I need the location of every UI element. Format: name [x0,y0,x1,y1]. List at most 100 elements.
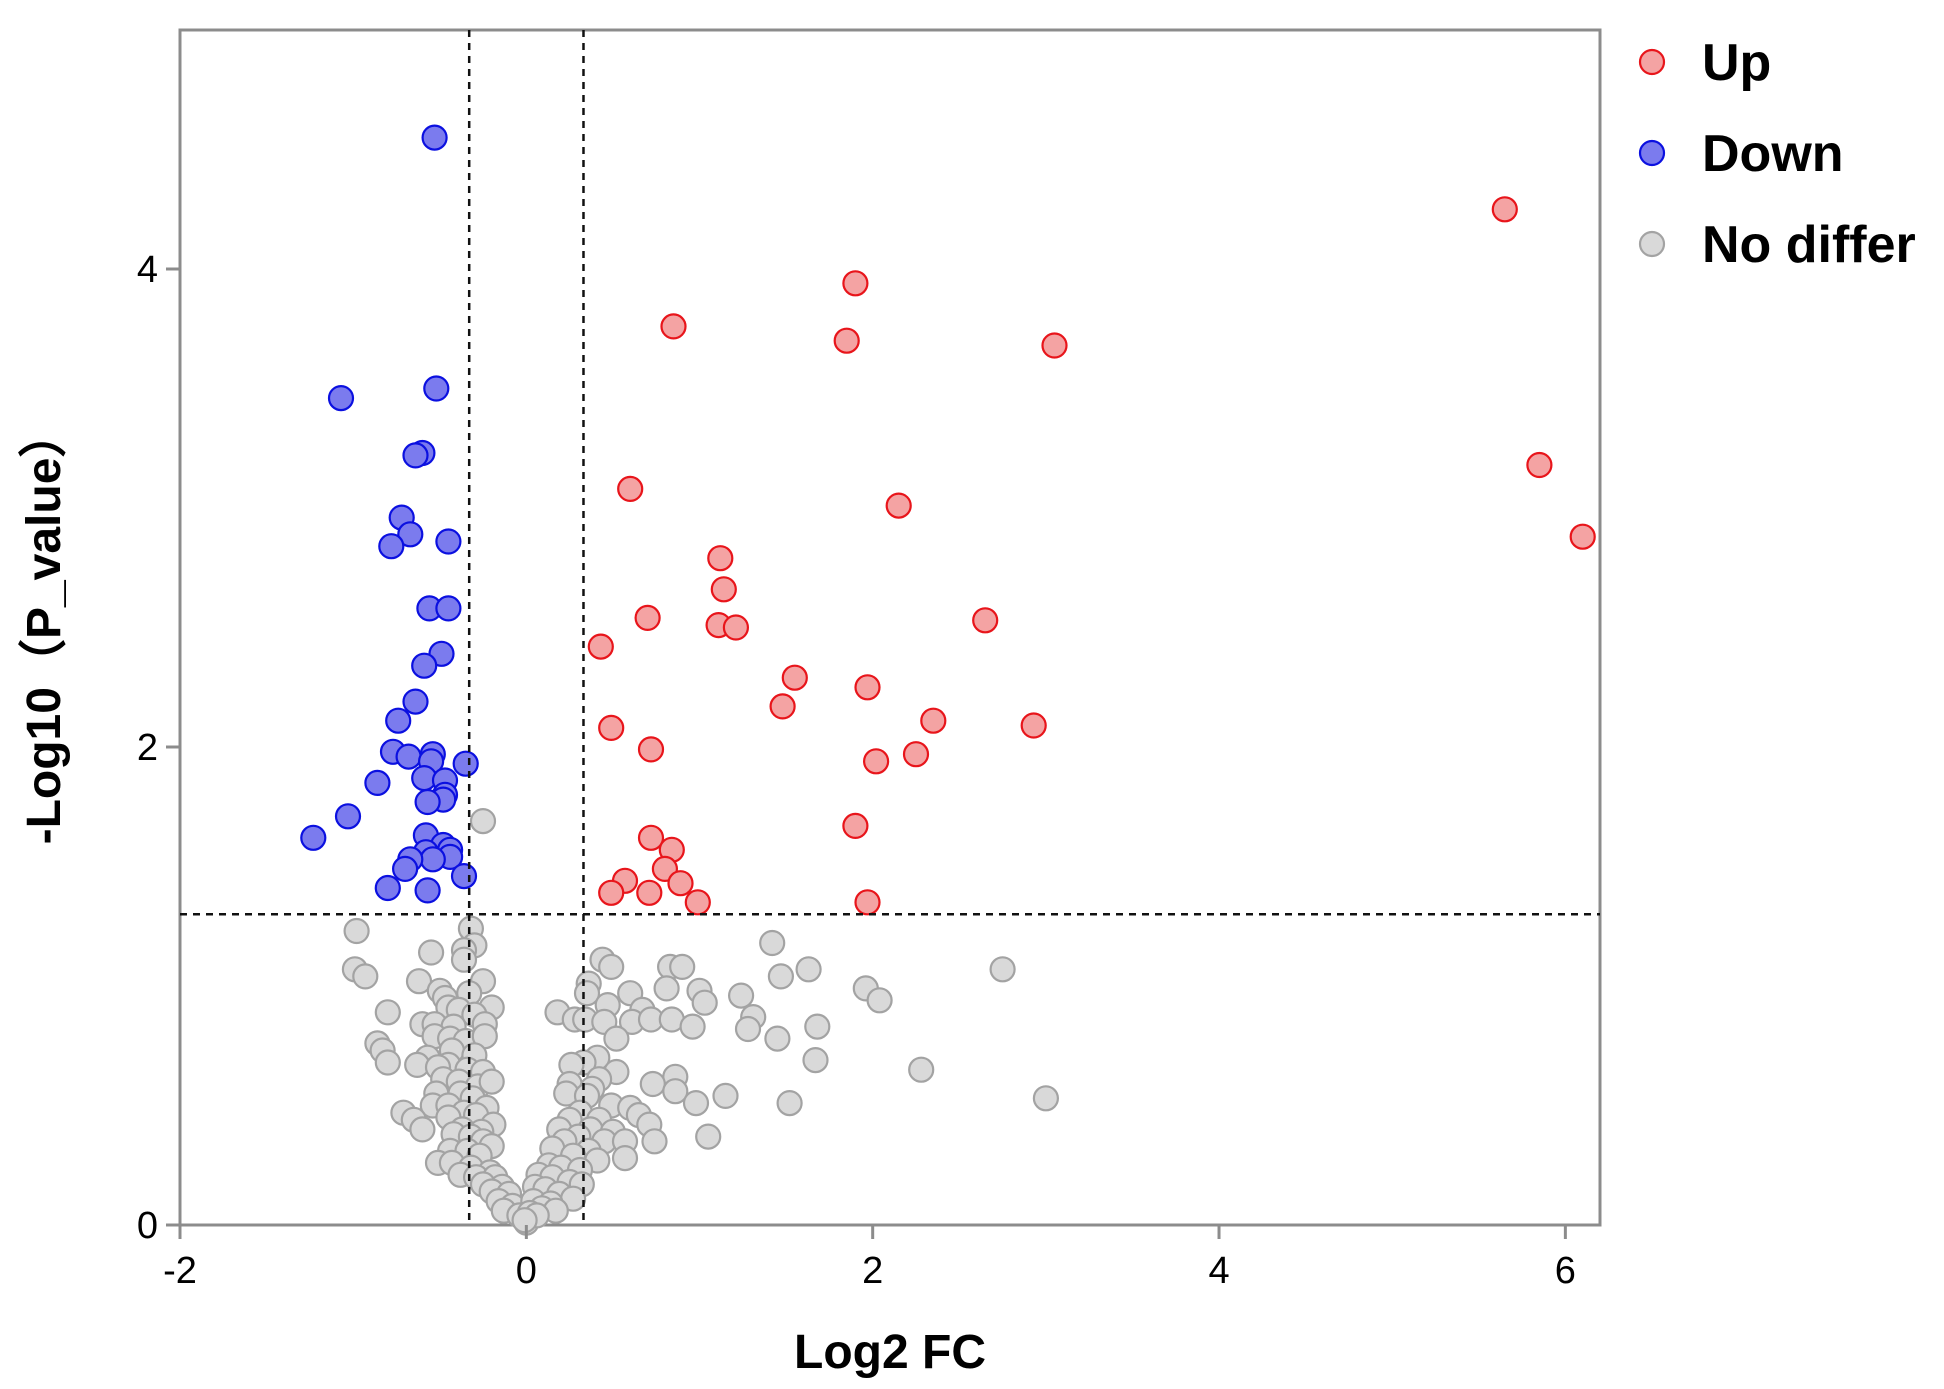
x-tick-label: 2 [862,1250,883,1292]
point-up [1020,712,1047,739]
point-no-differ [611,1144,639,1172]
point-up [842,812,869,840]
x-tick-label: 0 [516,1250,537,1292]
point-no-differ [712,1082,739,1110]
point-no-differ [511,1207,538,1234]
point-up [617,475,644,502]
points-layer [300,124,1596,1236]
point-up [637,736,665,763]
legend-marker-up [1638,48,1666,76]
point-no-differ [1032,1085,1060,1112]
legend-marker-no-differ [1638,230,1666,258]
threshold-lines [180,30,1600,1225]
point-down [402,688,429,715]
point-up [637,824,665,851]
point-down [402,442,429,469]
point-down [414,877,441,904]
point-no-differ [691,989,718,1016]
point-up [710,576,737,603]
point-up [660,313,687,340]
point-down [414,788,441,816]
point-down [450,862,478,890]
x-axis-title: Log2 FC [794,1326,986,1379]
point-up [842,270,869,297]
x-tick-label: -2 [163,1250,197,1292]
point-up [634,604,661,632]
point-up [781,664,808,691]
x-axis: -2 0 2 4 6 [163,1225,1576,1292]
point-no-differ [450,946,478,973]
point-no-differ [374,1049,401,1076]
point-down [423,375,450,402]
point-no-differ [776,1089,803,1117]
legend-label-down: Down [1702,125,1844,183]
point-up [684,889,711,916]
point-up [769,693,796,720]
plot-area-frame [178,28,1602,1227]
y-tick-label: 2 [137,727,158,769]
point-up [636,879,663,906]
point-no-differ [727,982,755,1009]
point-no-differ [989,956,1016,983]
point-no-differ [795,956,822,983]
point-up [707,545,734,572]
point-up [598,714,625,742]
point-no-differ [764,1025,791,1052]
point-up [667,870,694,897]
point-down [452,750,479,777]
point-no-differ [343,917,370,945]
x-tick-label: 6 [1555,1250,1576,1292]
point-no-differ [669,953,696,981]
legend: Up Down No differ [1638,34,1916,274]
point-down [385,707,412,734]
point-up [1526,451,1553,479]
point-down [378,533,405,560]
y-tick-label: 4 [137,249,158,291]
point-up [833,327,860,354]
point-no-differ [759,929,786,957]
point-up [598,879,625,906]
point-down [411,652,438,679]
point-no-differ [662,1078,689,1105]
point-no-differ [767,963,795,990]
point-no-differ [866,987,893,1014]
point-no-differ [598,953,625,981]
point-down [364,769,391,797]
point-no-differ [695,1123,722,1150]
point-no-differ [641,1128,668,1155]
point-up [587,633,614,660]
point-up [1491,196,1518,223]
point-down [421,124,448,151]
y-axis-title: -Log10（P_value） [18,410,71,845]
point-no-differ [418,939,445,966]
point-no-differ [409,1116,436,1143]
point-up [1041,332,1068,359]
point-no-differ [802,1046,829,1074]
point-up [1569,523,1596,550]
x-tick-label: 4 [1208,1250,1229,1292]
legend-label-no-differ: No differ [1702,216,1916,274]
point-up [885,492,912,519]
legend-label-up: Up [1702,34,1771,92]
point-up [862,748,890,775]
point-up [920,707,947,734]
point-no-differ [682,1089,710,1117]
point-no-differ [908,1056,935,1083]
point-up [972,607,999,634]
point-no-differ [478,1068,505,1095]
point-down [374,874,401,902]
point-no-differ [653,975,680,1002]
point-down [395,743,422,770]
point-no-differ [374,999,401,1026]
point-no-differ [469,807,497,835]
point-up [854,674,881,701]
y-axis: 0 2 4 [137,249,180,1247]
y-tick-label: 0 [137,1205,158,1247]
legend-marker-down [1638,139,1666,167]
point-down [334,803,362,830]
point-down [392,855,419,883]
point-up [854,889,881,916]
point-up [902,741,930,768]
point-no-differ [639,1070,666,1098]
